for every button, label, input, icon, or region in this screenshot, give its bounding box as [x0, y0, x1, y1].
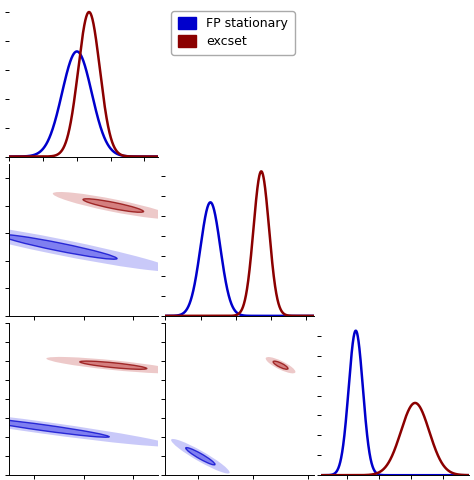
Ellipse shape: [273, 361, 288, 369]
Ellipse shape: [171, 439, 229, 473]
Ellipse shape: [1, 235, 117, 259]
Legend: FP stationary, excset: FP stationary, excset: [172, 11, 294, 55]
Ellipse shape: [0, 418, 109, 437]
Ellipse shape: [83, 199, 144, 212]
Ellipse shape: [46, 357, 180, 373]
Ellipse shape: [0, 409, 174, 447]
Ellipse shape: [186, 447, 215, 465]
Ellipse shape: [53, 192, 174, 219]
Ellipse shape: [266, 357, 295, 373]
Ellipse shape: [0, 222, 175, 272]
Ellipse shape: [80, 361, 147, 369]
